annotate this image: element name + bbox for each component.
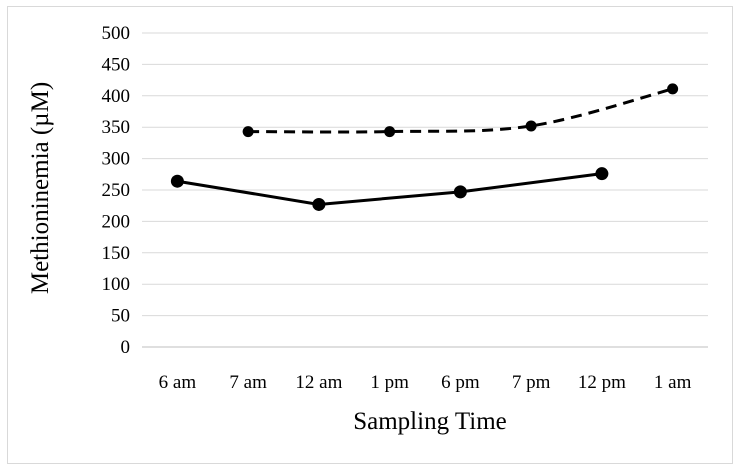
x-tick-label: 12 am	[295, 372, 342, 393]
y-tick-labels: 0 50 100 150 200 250 300 350 400 450 500	[102, 23, 131, 358]
data-point	[170, 174, 184, 188]
series-line-dashed	[248, 87, 674, 134]
y-tick-label: 450	[102, 54, 131, 75]
x-tick-label: 6 pm	[441, 372, 480, 393]
data-point	[595, 167, 609, 181]
chart-frame	[7, 6, 733, 464]
x-axis-title: Sampling Time	[353, 408, 507, 435]
data-point	[242, 126, 254, 138]
y-tick-label: 350	[102, 117, 131, 138]
x-tick-label: 7 am	[229, 372, 267, 393]
y-axis-title: Methioninemia (µM)	[27, 82, 54, 294]
x-tick-label: 6 am	[159, 372, 197, 393]
gridlines	[142, 32, 708, 348]
data-point	[384, 126, 396, 138]
data-point	[453, 185, 467, 199]
y-tick-label: 100	[102, 274, 131, 295]
y-tick-label: 50	[111, 306, 130, 327]
y-tick-label: 500	[102, 23, 131, 44]
x-tick-label: 7 pm	[512, 372, 551, 393]
y-tick-label: 150	[102, 243, 131, 264]
x-tick-label: 1 am	[654, 372, 692, 393]
data-series	[170, 83, 679, 211]
y-tick-label: 200	[102, 211, 131, 232]
data-point	[525, 120, 537, 132]
y-tick-label: 250	[102, 180, 131, 201]
series-line-solid	[177, 172, 603, 206]
x-tick-labels: 6 am 7 am 12 am 1 pm 6 pm 7 pm 12 pm 1 am	[159, 372, 692, 393]
x-tick-label: 1 pm	[370, 372, 409, 393]
data-point	[667, 83, 679, 95]
y-tick-label: 300	[102, 149, 131, 170]
y-tick-label: 0	[121, 337, 131, 358]
x-tick-label: 12 pm	[578, 372, 626, 393]
y-tick-label: 400	[102, 86, 131, 107]
data-point	[312, 197, 326, 211]
